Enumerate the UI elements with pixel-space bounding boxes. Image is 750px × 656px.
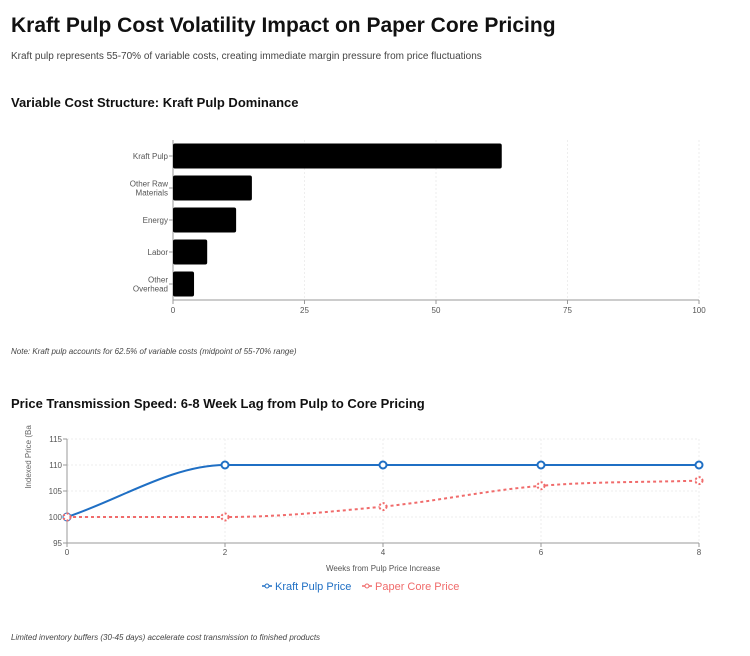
data-point [694, 460, 704, 470]
data-point [62, 512, 72, 522]
legend-label: Paper Core Price [375, 581, 459, 593]
x-tick-label: 100 [692, 306, 706, 315]
bar [173, 175, 252, 201]
bar [173, 239, 208, 265]
x-tick-label: 50 [432, 306, 441, 315]
x-tick-label: 8 [697, 548, 702, 557]
y-axis-label: Indexed Price (Ba [24, 425, 33, 489]
legend-marker [364, 583, 370, 589]
y-tick-label: Labor [148, 248, 169, 257]
data-point [378, 460, 388, 470]
series-line [67, 479, 700, 519]
x-tick-label: 6 [539, 548, 544, 557]
line-chart-note: Limited inventory buffers (30-45 days) a… [11, 633, 321, 642]
y-tick-label: Kraft Pulp [133, 152, 169, 161]
legend-marker [264, 583, 270, 589]
bar-chart-title: Variable Cost Structure: Kraft Pulp Domi… [11, 95, 299, 110]
page-subtitle: Kraft pulp represents 55-70% of variable… [11, 51, 482, 62]
y-tick-label: 110 [49, 461, 62, 470]
data-point [536, 481, 546, 491]
legend-label: Kraft Pulp Price [275, 581, 351, 593]
line-chart-title: Price Transmission Speed: 6-8 Week Lag f… [11, 396, 425, 411]
data-point [378, 502, 388, 512]
x-tick-label: 75 [563, 306, 572, 315]
x-tick-label: 0 [171, 306, 176, 315]
y-tick-label: 115 [49, 435, 62, 444]
y-tick-label: Other Raw Materials [130, 180, 168, 198]
y-tick-label: Energy [143, 216, 168, 225]
data-point [220, 512, 230, 522]
x-axis-label: Weeks from Pulp Price Increase [326, 564, 441, 573]
y-tick-label: 105 [49, 487, 63, 496]
y-tick-label: 95 [53, 539, 62, 548]
bar-chart-note: Note: Kraft pulp accounts for 62.5% of v… [11, 347, 297, 356]
x-tick-label: 0 [65, 548, 70, 557]
y-tick-label: Other Overhead [133, 276, 168, 294]
data-point [536, 460, 546, 470]
x-tick-label: 2 [223, 548, 228, 557]
x-tick-label: 4 [381, 548, 386, 557]
data-point [694, 476, 704, 486]
bar [173, 271, 195, 297]
data-point [220, 460, 230, 470]
bar [173, 143, 502, 169]
x-tick-label: 25 [300, 306, 309, 315]
page-title: Kraft Pulp Cost Volatility Impact on Pap… [11, 14, 556, 37]
bar [173, 207, 237, 233]
y-tick-label: 100 [49, 513, 63, 522]
